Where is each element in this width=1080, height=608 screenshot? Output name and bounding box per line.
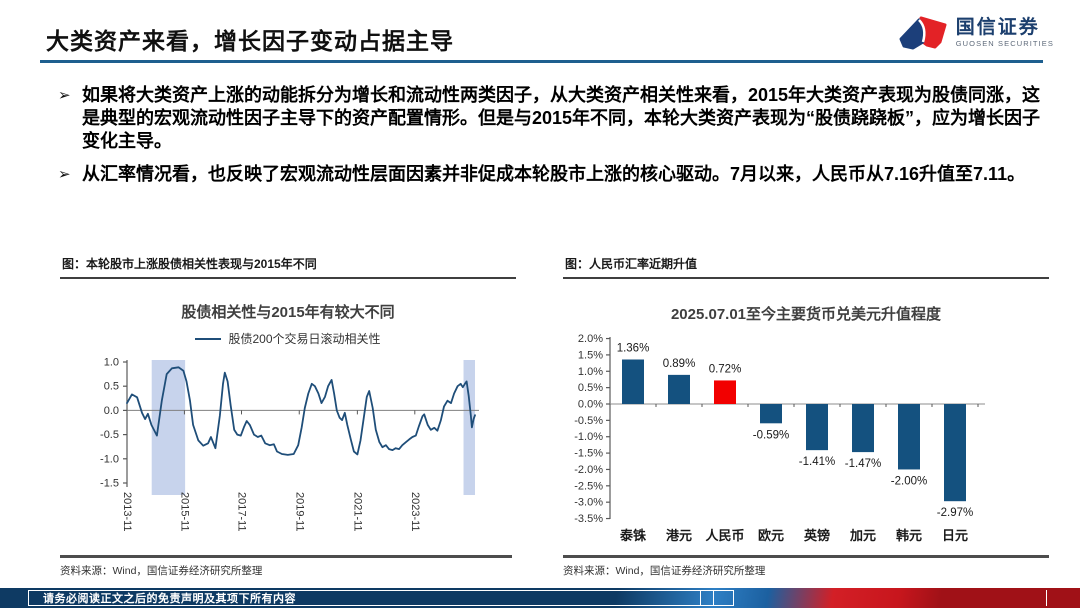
x-category-label: 人民币 bbox=[705, 528, 744, 543]
bar-value-label: -0.59% bbox=[753, 429, 789, 441]
logo-name-cn: 国信证券 bbox=[955, 17, 1040, 39]
y-tick-label: 0.0% bbox=[578, 399, 603, 411]
footer-strip: 请务必阅读正文之后的免责声明及其项下所有内容 bbox=[0, 588, 1080, 608]
y-tick-label: -0.5 bbox=[100, 429, 119, 441]
y-tick-label: 1.5% bbox=[578, 349, 603, 361]
y-tick-label: -1.5% bbox=[574, 448, 603, 460]
x-category-label: 英镑 bbox=[803, 528, 830, 543]
bar-加元 bbox=[852, 404, 874, 453]
left-chart-caption: 图：本轮股市上涨股债相关性表现与2015年不同 bbox=[60, 252, 516, 279]
bar-value-label: 1.36% bbox=[617, 342, 650, 354]
bar-value-label: -2.97% bbox=[937, 507, 973, 519]
right-chart-source: 资料来源：Wind，国信证券经济研究所整理 bbox=[563, 555, 1049, 578]
x-tick-label: 2017-11 bbox=[235, 492, 247, 532]
title-underline bbox=[40, 60, 1043, 63]
x-tick-label: 2021-11 bbox=[351, 492, 363, 532]
bar-value-label: 0.72% bbox=[709, 363, 742, 375]
y-tick-label: -1.5 bbox=[100, 478, 119, 490]
y-tick-label: -3.0% bbox=[574, 497, 603, 509]
bar-泰铢 bbox=[622, 359, 644, 404]
y-tick-label: 1.0 bbox=[104, 357, 119, 369]
bar-value-label: -1.41% bbox=[799, 456, 835, 468]
footer-divider-cell bbox=[700, 590, 734, 606]
bar-日元 bbox=[944, 404, 966, 502]
footer-disclaimer-box: 请务必阅读正文之后的免责声明及其项下所有内容 bbox=[28, 590, 714, 606]
bar-欧元 bbox=[760, 404, 782, 424]
y-tick-label: 2.0% bbox=[578, 333, 603, 345]
y-tick-label: 0.5 bbox=[104, 381, 119, 393]
bullet-list: ➢ 如果将大类资产上涨的动能拆分为增长和流动性两类因子，从大类资产相关性来看，2… bbox=[58, 84, 1050, 196]
logo-text: 国信证券 GUOSEN SECURITIES bbox=[956, 18, 1054, 48]
y-tick-label: 1.0% bbox=[578, 366, 603, 378]
highlight-band-1 bbox=[151, 360, 186, 495]
x-tick-label: 2019-11 bbox=[293, 492, 305, 532]
guosen-logo-icon bbox=[899, 16, 947, 50]
logo-name-en: GUOSEN SECURITIES bbox=[955, 39, 1054, 49]
company-logo: 国信证券 GUOSEN SECURITIES bbox=[897, 12, 1054, 54]
legend-line-swatch bbox=[195, 337, 222, 340]
left-chart-source: 资料来源：Wind，国信证券经济研究所整理 bbox=[60, 555, 512, 578]
legend-label: 股债200个交易日滚动相关性 bbox=[228, 332, 381, 346]
right-chart-caption: 图：人民币汇率近期升值 bbox=[563, 252, 1049, 279]
footer-divider-line bbox=[1046, 590, 1047, 606]
bullet-item-1: ➢ 如果将大类资产上涨的动能拆分为增长和流动性两类因子，从大类资产相关性来看，2… bbox=[58, 84, 1050, 153]
bar-港元 bbox=[668, 374, 690, 404]
currency-bar-chart: 2.0% 1.5% 1.0% 0.5% 0.0% -0.5% -1.0% -1.5% -2.0%… bbox=[574, 333, 985, 543]
y-tick-label: -0.5% bbox=[574, 415, 603, 427]
bar-韩元 bbox=[898, 404, 920, 470]
panel-correlation-chart: 图：本轮股市上涨股债相关性表现与2015年不同 股债相关性与2015年有较大不同… bbox=[60, 252, 516, 541]
x-category-label: 港元 bbox=[666, 528, 692, 543]
highlight-band-2 bbox=[463, 360, 475, 495]
page-title: 大类资产来看，增长因子变动占据主导 bbox=[46, 28, 454, 54]
x-category-label: 韩元 bbox=[896, 528, 922, 543]
footer-disclaimer-text: 请务必阅读正文之后的免责声明及其项下所有内容 bbox=[43, 593, 296, 605]
bar-人民币 bbox=[714, 380, 736, 404]
bullet-text-1: 如果将大类资产上涨的动能拆分为增长和流动性两类因子，从大类资产相关性来看，201… bbox=[82, 85, 1041, 151]
panel-currency-chart: 图：人民币汇率近期升值 2025.07.01至今主要货币兑美元升值程度 2.0%… bbox=[563, 252, 1049, 558]
right-chart-title: 2025.07.01至今主要货币兑美元升值程度 bbox=[670, 306, 942, 323]
x-category-label: 日元 bbox=[942, 528, 968, 543]
x-tick-label: 2023-11 bbox=[409, 492, 421, 532]
bullet-arrow-icon: ➢ bbox=[58, 166, 71, 183]
y-tick-label: -2.0% bbox=[574, 464, 603, 476]
y-tick-label: -2.5% bbox=[574, 480, 603, 492]
x-tick-label: 2015-11 bbox=[178, 492, 190, 532]
bar-value-label: 0.89% bbox=[663, 358, 696, 370]
y-tick-label: -3.5% bbox=[574, 513, 603, 525]
left-chart-legend: 股债200个交易日滚动相关性 bbox=[60, 330, 516, 347]
bullet-item-2: ➢ 从汇率情况看，也反映了宏观流动性层面因素并非促成本轮股市上涨的核心驱动。7月… bbox=[58, 163, 1050, 186]
bar-value-label: -1.47% bbox=[845, 458, 881, 470]
left-chart-title: 股债相关性与2015年有较大不同 bbox=[181, 304, 395, 321]
bullet-arrow-icon: ➢ bbox=[58, 87, 71, 104]
bar-value-label: -2.00% bbox=[891, 475, 927, 487]
bullet-text-2: 从汇率情况看，也反映了宏观流动性层面因素并非促成本轮股市上涨的核心驱动。7月以来… bbox=[82, 164, 1026, 184]
x-category-label: 欧元 bbox=[758, 528, 784, 543]
x-category-label: 加元 bbox=[849, 528, 876, 543]
correlation-series-line bbox=[126, 366, 476, 456]
y-tick-label: 0.0 bbox=[104, 405, 119, 417]
bar-英镑 bbox=[806, 404, 828, 451]
x-category-label: 泰铢 bbox=[619, 528, 647, 543]
y-tick-label: -1.0% bbox=[574, 431, 603, 443]
y-tick-label: 0.5% bbox=[578, 382, 603, 394]
y-tick-label: -1.0 bbox=[100, 453, 119, 465]
x-tick-label: 2013-11 bbox=[121, 492, 133, 532]
